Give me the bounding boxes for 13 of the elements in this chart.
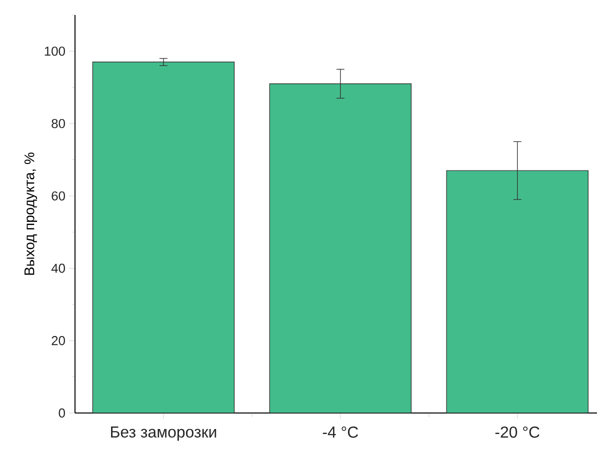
bar (269, 83, 412, 413)
y-tick-label: 40 (51, 264, 65, 273)
x-tick-label: Без заморозки (111, 426, 216, 441)
y-tick-label: 100 (44, 46, 65, 56)
y-tick-label: 20 (52, 336, 65, 346)
y-tick-label: 60 (52, 191, 65, 200)
x-tick-label: -20 °C (495, 426, 540, 438)
x-tick-label: -4 °C (322, 426, 358, 438)
y-tick-label: 80 (52, 118, 65, 128)
y-axis-title: Выход продукта, % (24, 152, 38, 275)
bar (446, 170, 589, 413)
y-tick-label: 0 (58, 408, 65, 418)
bar (92, 62, 235, 413)
